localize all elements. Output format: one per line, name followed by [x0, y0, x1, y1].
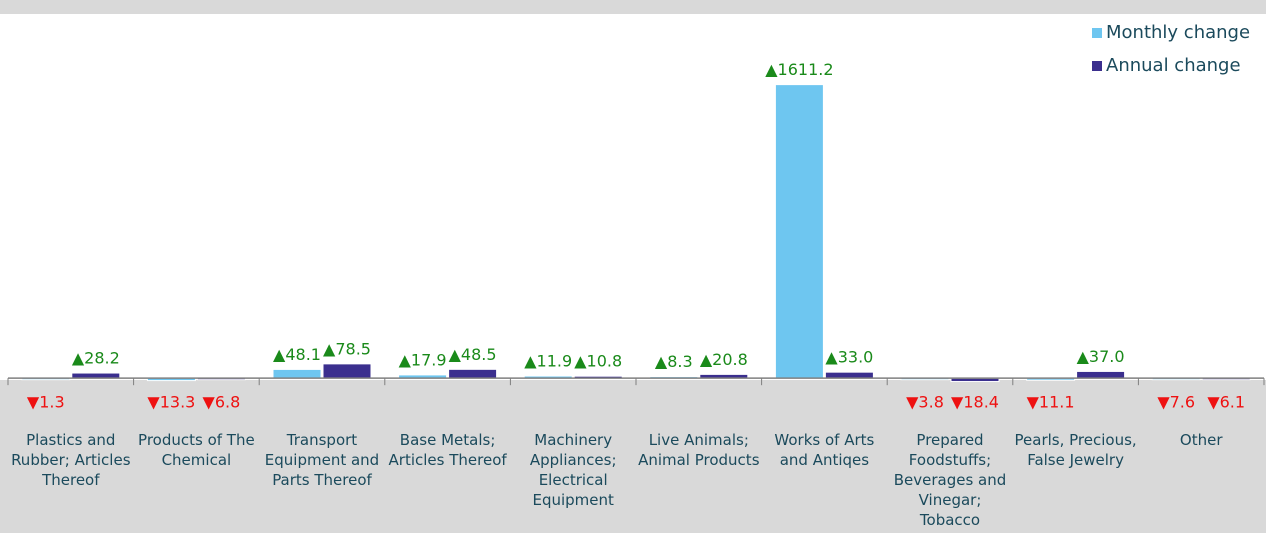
legend-label: Annual change	[1106, 55, 1241, 76]
x-tick-label: Plastics and Rubber; Articles Thereof	[11, 431, 131, 489]
value-label: ▲11.9	[524, 352, 572, 371]
value-label: ▼13.3	[147, 393, 195, 412]
value-label: ▼1.3	[27, 393, 65, 412]
value-label: ▼6.1	[1207, 393, 1245, 412]
bar	[1076, 370, 1126, 379]
value-label: ▼6.8	[203, 393, 241, 412]
value-label: ▲1611.2	[765, 60, 833, 79]
x-tick-label: Live Animals; Animal Products	[638, 431, 760, 469]
value-label: ▲8.3	[655, 352, 693, 371]
x-tick-label: Works of Arts and Antiqes	[774, 431, 875, 469]
value-label: ▲48.1	[273, 345, 321, 364]
value-label: ▲17.9	[399, 350, 447, 369]
value-label: ▲78.5	[323, 339, 371, 358]
bar	[272, 368, 322, 379]
value-label: ▲20.8	[700, 350, 748, 369]
x-tick-label: Machinery Appliances; Electrical Equipme…	[529, 431, 617, 509]
x-tick-label: Transport Equipment and Parts Thereof	[264, 431, 380, 489]
x-tick-label: Products of The Chemical	[138, 431, 255, 469]
x-tick-label: Base Metals; Articles Thereof	[388, 431, 507, 469]
bar	[71, 372, 121, 379]
bar	[774, 84, 824, 379]
bar	[448, 368, 498, 379]
value-label: ▲48.5	[449, 345, 497, 364]
x-tick-label: Prepared Foodstuffs; Beverages and Vineg…	[893, 431, 1007, 529]
legend-label: Monthly change	[1106, 22, 1250, 43]
value-label: ▼18.4	[951, 393, 999, 412]
value-label: ▼3.8	[906, 393, 944, 412]
value-label: ▼11.1	[1027, 393, 1075, 412]
x-tick-label: Pearls, Precious, False Jewelry	[1014, 431, 1137, 469]
value-label: ▲28.2	[72, 349, 120, 368]
value-label: ▲33.0	[825, 348, 873, 367]
plot-area	[0, 14, 1266, 380]
x-tick-label: Other	[1179, 431, 1223, 449]
value-label: ▲10.8	[574, 352, 622, 371]
bar	[322, 363, 372, 379]
legend-swatch	[1092, 61, 1102, 71]
legend-swatch	[1092, 28, 1102, 38]
bar	[824, 371, 874, 379]
value-label: ▲37.0	[1077, 347, 1125, 366]
value-label: ▼7.6	[1157, 393, 1195, 412]
